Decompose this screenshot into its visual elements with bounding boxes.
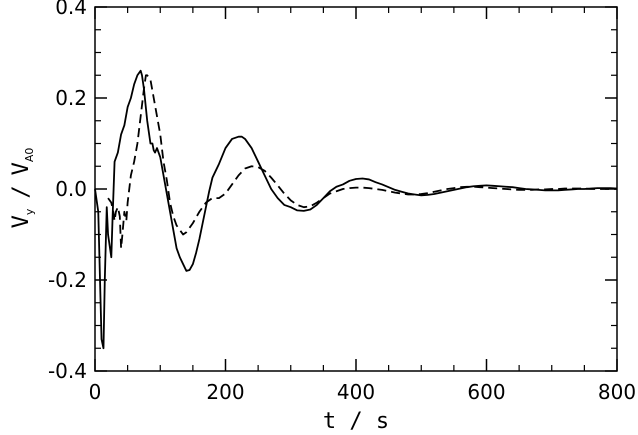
data-lines: [94, 69, 618, 350]
series-line-solid: [94, 69, 618, 350]
x-tick-label: 200: [206, 380, 244, 404]
x-tick-label: 0: [89, 380, 102, 404]
x-tick-label: 800: [598, 380, 636, 404]
axis-tick-labels: 0 200 400 600 800 -0.4 -0.2 0.0 0.2 0.4: [48, 0, 636, 404]
y-axis-title-main: V: [9, 215, 34, 228]
y-axis-title-sub2: A0: [23, 148, 36, 163]
axis-ticks: [94, 6, 618, 372]
y-tick-label: 0.4: [55, 0, 87, 19]
svg-text:Vy/VA0: Vy/VA0: [9, 148, 36, 229]
x-tick-label: 600: [467, 380, 505, 404]
y-tick-label: -0.2: [48, 268, 87, 292]
x-tick-label: 400: [337, 380, 375, 404]
y-tick-label: -0.4: [48, 359, 87, 383]
y-tick-label: 0.0: [55, 177, 87, 201]
x-axis-title: t / s: [323, 409, 389, 434]
y-axis-title-sub: y: [23, 208, 36, 215]
y-axis-title-sep: /: [9, 185, 34, 198]
y-axis-title: Vy/VA0: [9, 148, 36, 229]
series-line-dashed: [107, 74, 617, 250]
y-axis-title-main2: V: [9, 162, 34, 175]
y-tick-label: 0.2: [55, 86, 87, 110]
